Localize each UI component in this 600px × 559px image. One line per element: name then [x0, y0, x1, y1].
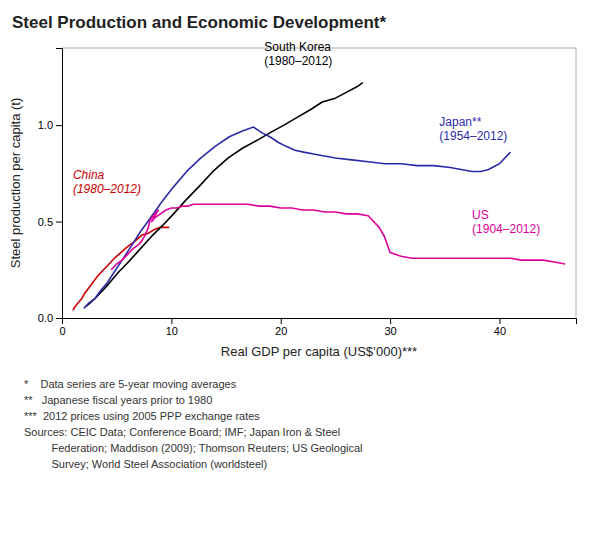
y-tick: 0.5 — [38, 216, 62, 228]
y-axis: 0.0 0.5 1.0 — [38, 49, 63, 325]
series-line — [111, 204, 565, 270]
annotation: US(1904–2012) — [472, 208, 540, 236]
annotation-line: (1980–2012) — [73, 182, 141, 196]
plot-frame — [62, 48, 576, 318]
x-axis-line — [63, 319, 577, 325]
annotation-line: China — [73, 168, 105, 182]
y-tick: 1.0 — [38, 119, 62, 131]
footnote: * Data series are 5-year moving averages — [24, 378, 237, 390]
y-tick-label: 0.5 — [38, 216, 53, 228]
title: Steel Production and Economic Developmen… — [12, 13, 386, 32]
y-tick: 0.0 — [38, 312, 62, 324]
x-tick-mark — [171, 318, 172, 324]
plot-area — [73, 83, 565, 311]
chart: Steel Production and Economic Developmen… — [0, 0, 600, 559]
footnote: Survey; World Steel Association (worldst… — [24, 458, 267, 470]
x-tick: 40 — [494, 318, 506, 337]
x-tick-label: 20 — [275, 325, 287, 337]
x-tick-label: 0 — [59, 325, 65, 337]
x-tick-label: 30 — [384, 325, 396, 337]
footnote: Federation; Maddison (2009); Thomson Reu… — [24, 442, 363, 454]
x-tick: 30 — [384, 318, 396, 337]
series-line — [84, 127, 511, 308]
x-tick-label: 10 — [166, 325, 178, 337]
footnote: *** 2012 prices using 2005 PPP exchange … — [24, 410, 260, 422]
x-tick: 10 — [166, 318, 178, 337]
x-tick-label: 40 — [494, 325, 506, 337]
y-tick-label: 0.0 — [38, 312, 53, 324]
annotation: Japan**(1954–2012) — [439, 115, 507, 143]
annotation: China(1980–2012) — [73, 168, 141, 196]
x-tick-mark — [281, 318, 282, 324]
annotation-line: Japan** — [439, 115, 481, 129]
annotation-line: (1980–2012) — [264, 54, 332, 68]
y-tick-label: 1.0 — [38, 119, 53, 131]
x-axis: 0 10 20 30 40 — [59, 318, 576, 337]
x-tick-mark — [390, 318, 391, 324]
y-tick-mark — [56, 318, 62, 319]
y-tick-mark — [56, 222, 62, 223]
x-tick: 20 — [275, 318, 287, 337]
x-tick-mark — [499, 318, 500, 324]
annotation-line: South Korea — [264, 40, 331, 54]
x-axis-title: Real GDP per capita (US$’000)*** — [221, 344, 417, 359]
x-tick: 0 — [59, 318, 65, 337]
y-axis-line — [56, 49, 63, 319]
y-tick-mark — [56, 125, 62, 126]
y-axis-title: Steel production per capita (t) — [8, 98, 23, 269]
annotation: South Korea(1980–2012) — [264, 40, 332, 68]
annotation-line: (1904–2012) — [472, 222, 540, 236]
annotation-line: (1954–2012) — [439, 129, 507, 143]
footnote: Sources: CEIC Data; Conference Board; IM… — [24, 426, 340, 438]
footnote: ** Japanese fiscal years prior to 1980 — [24, 394, 212, 406]
annotation-line: US — [472, 208, 489, 222]
